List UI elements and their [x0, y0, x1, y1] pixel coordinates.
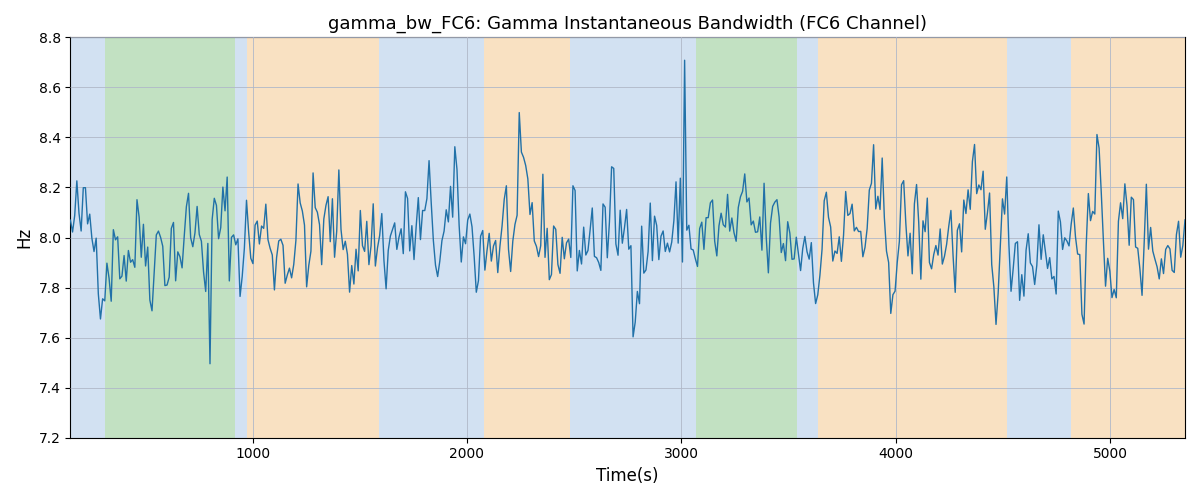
- Bar: [1007, 38, 1050, 438]
- Title: gamma_bw_FC6: Gamma Instantaneous Bandwidth (FC6 Channel): gamma_bw_FC6: Gamma Instantaneous Bandwi…: [329, 15, 928, 34]
- Bar: [484, 38, 570, 438]
- Bar: [379, 38, 409, 438]
- Bar: [409, 38, 484, 438]
- Bar: [797, 38, 818, 438]
- X-axis label: Time(s): Time(s): [596, 467, 659, 485]
- Y-axis label: Hz: Hz: [14, 227, 32, 248]
- Bar: [104, 38, 235, 438]
- Bar: [673, 38, 696, 438]
- Bar: [696, 38, 797, 438]
- Bar: [1072, 38, 1186, 438]
- Bar: [235, 38, 247, 438]
- Bar: [570, 38, 673, 438]
- Bar: [1050, 38, 1072, 438]
- Bar: [818, 38, 1007, 438]
- Bar: [247, 38, 379, 438]
- Bar: [71, 38, 104, 438]
